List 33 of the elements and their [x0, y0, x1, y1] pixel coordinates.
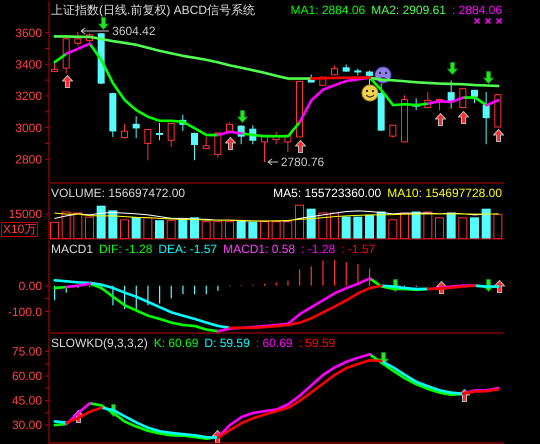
annotation: 2780.76 [280, 155, 324, 170]
y-tick-label: 60.00 [12, 369, 42, 384]
y-tick-label: 3600 [15, 26, 42, 40]
y-tick-label: 45.00 [12, 394, 42, 408]
text: : 60.69 [256, 336, 292, 350]
y-tick-label: 0.00 [18, 278, 42, 293]
y-axis-title: X10万 [1, 222, 38, 237]
chart-title: SLOWKD(9,3,3,2) [51, 336, 148, 350]
chart-title: 上证指数(日线.前复权) ABCD信号系统 [51, 3, 255, 17]
text: DIF: -1.28 [99, 242, 152, 256]
y-tick-label: 15000 [8, 207, 42, 222]
series-label: MA5: 155723360.00 [273, 186, 382, 200]
text: MA2: 2909.61 [371, 3, 446, 17]
text: K: 60.69 [154, 336, 198, 350]
text: : 2884.06 [452, 3, 502, 17]
series-label: : 59.59 [298, 336, 336, 350]
series-label: MA10: 154697728.00 [387, 186, 502, 200]
y-tick-label: -100.0 [8, 304, 42, 319]
text: : -1.57 [341, 242, 376, 256]
annotation: 3604.42 [112, 24, 156, 38]
text: : -1.28 [301, 242, 336, 256]
y-tick-label: 3000 [15, 120, 42, 135]
y-tick-label: 30.00 [12, 418, 42, 432]
text: MA1: 2884.06 [290, 3, 366, 17]
chart-title: VOLUME: 156697472.00 [51, 186, 186, 200]
annotation: MACD1: 0.58 [223, 242, 296, 256]
text: D: 59.59 [204, 336, 250, 350]
y-tick-label: 75.00 [12, 344, 42, 359]
y-tick-label: 3200 [15, 89, 42, 104]
y-tick-label: 2800 [15, 152, 42, 166]
y-tick-label: 3400 [15, 58, 42, 72]
chart-title: MACD1 [51, 242, 94, 256]
text: DEA: -1.57 [158, 242, 218, 256]
